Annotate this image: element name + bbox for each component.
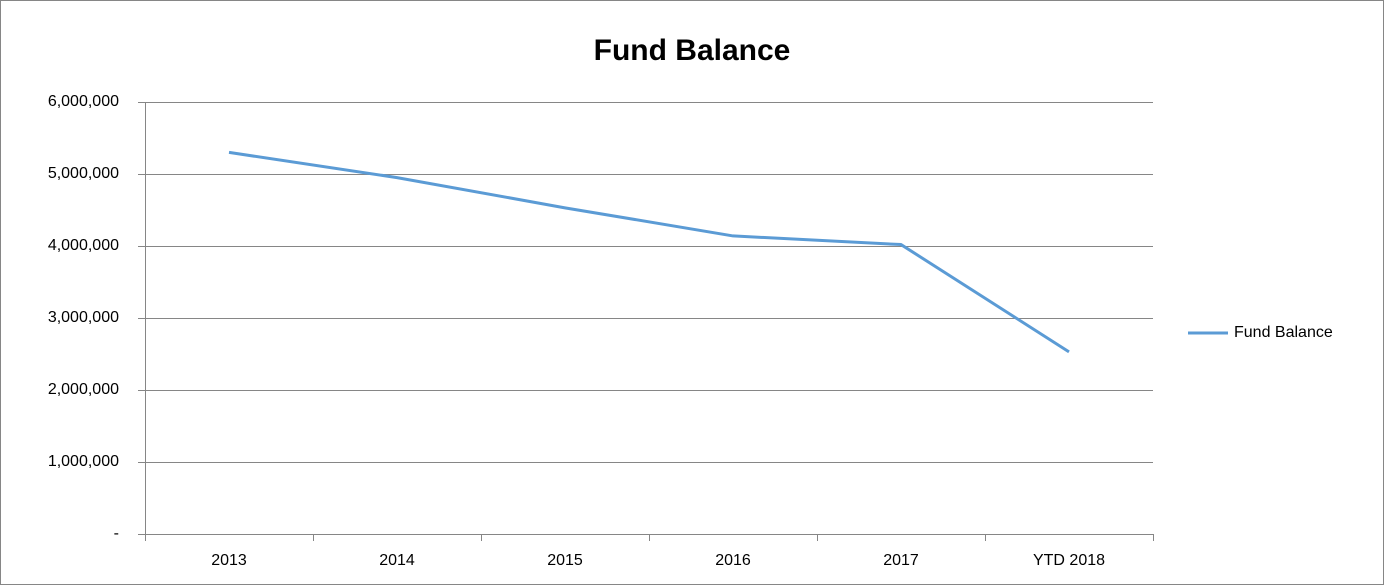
y-tick-label: -	[114, 525, 119, 542]
chart-title: Fund Balance	[594, 34, 791, 67]
x-tick-label: 2017	[883, 552, 919, 569]
legend-label: Fund Balance	[1234, 324, 1333, 341]
x-tick-label: 2016	[715, 552, 751, 569]
data-line	[228, 150, 1070, 354]
y-tick-label: 5,000,000	[48, 165, 119, 182]
x-tick-label: YTD 2018	[1033, 552, 1105, 569]
x-tick-label: 2013	[211, 552, 247, 569]
x-tick-label: 2015	[547, 552, 583, 569]
y-tick-label: 3,000,000	[48, 309, 119, 326]
y-tick-label: 1,000,000	[48, 453, 119, 470]
y-tick-label: 6,000,000	[48, 93, 119, 110]
y-tick-label: 4,000,000	[48, 237, 119, 254]
y-tick-label: 2,000,000	[48, 381, 119, 398]
x-tick-label: 2014	[379, 552, 415, 569]
